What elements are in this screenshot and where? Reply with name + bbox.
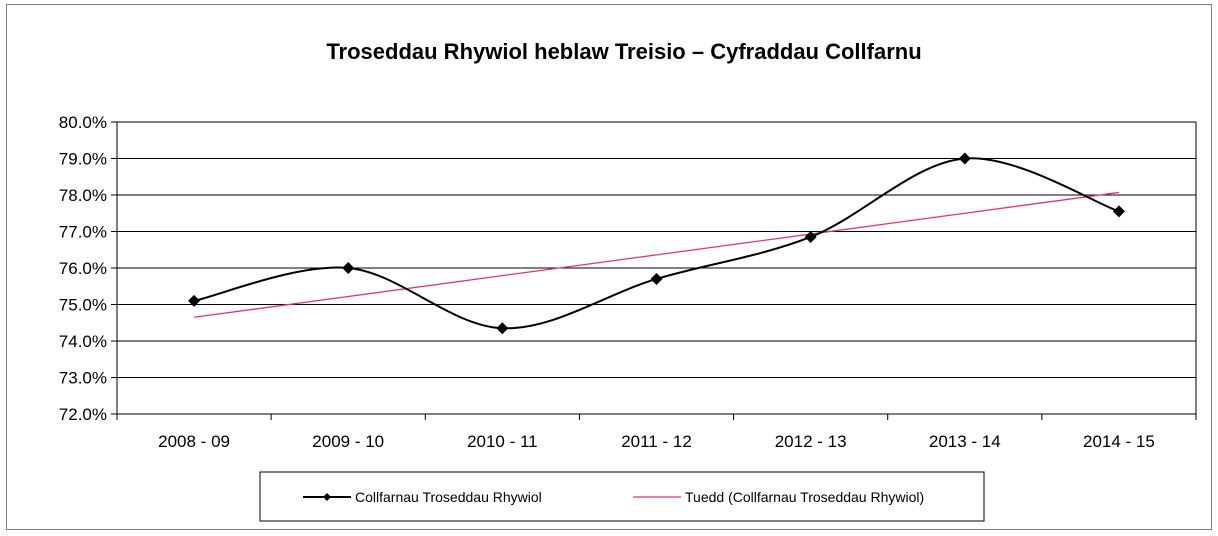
data-markers — [188, 152, 1125, 335]
line-chart: Troseddau Rhywiol heblaw Treisio – Cyfra… — [59, 39, 1197, 522]
series-line-convictions — [193, 157, 1120, 330]
y-tick-label: 73.0% — [59, 369, 107, 388]
series-lines — [193, 157, 1120, 330]
data-point-marker — [188, 294, 201, 307]
x-tick-label: 2009 - 10 — [312, 432, 384, 451]
data-point-marker — [342, 262, 355, 274]
legend-symbol-series-1 — [303, 493, 351, 501]
x-tick-label: 2010 - 11 — [467, 432, 538, 451]
trend-line — [193, 191, 1120, 318]
y-tick-label: 77.0% — [59, 223, 107, 242]
y-tick-label: 74.0% — [59, 332, 107, 351]
data-point-marker — [1112, 205, 1125, 218]
y-tick-label: 72.0% — [59, 405, 107, 424]
gridlines — [117, 121, 1196, 415]
x-tick-label: 2008 - 09 — [158, 432, 230, 451]
data-point-marker — [804, 230, 817, 243]
y-tick-label: 80.0% — [59, 113, 107, 132]
data-point-marker — [496, 322, 509, 335]
legend-label-series-1: Collfarnau Troseddau Rhywiol — [355, 489, 542, 505]
data-point-marker — [650, 272, 663, 285]
x-tick-label: 2011 - 12 — [621, 432, 692, 451]
legend: Collfarnau Troseddau Rhywiol Tuedd (Coll… — [259, 471, 985, 522]
y-tick-label: 76.0% — [59, 259, 107, 278]
data-point-marker — [958, 152, 971, 165]
legend-box — [259, 471, 985, 522]
legend-label-series-2: Tuedd (Collfarnau Troseddau Rhywiol) — [685, 489, 924, 505]
y-tick-label: 78.0% — [59, 186, 107, 205]
x-tick-label: 2014 - 15 — [1083, 432, 1155, 451]
axes: 72.0% 73.0% 74.0% 75.0% 76.0% 77.0% 78.0% 79.0%… — [59, 113, 1197, 451]
x-tick-label: 2012 - 13 — [775, 432, 847, 451]
chart-title: Troseddau Rhywiol heblaw Treisio – Cyfra… — [326, 39, 921, 64]
y-tick-label: 79.0% — [59, 150, 107, 169]
x-tick-label: 2013 - 14 — [929, 432, 1001, 451]
chart-frame: Troseddau Rhywiol heblaw Treisio – Cyfra… — [6, 4, 1212, 530]
legend-marker-series-1 — [323, 493, 331, 501]
y-tick-label: 75.0% — [59, 296, 107, 315]
